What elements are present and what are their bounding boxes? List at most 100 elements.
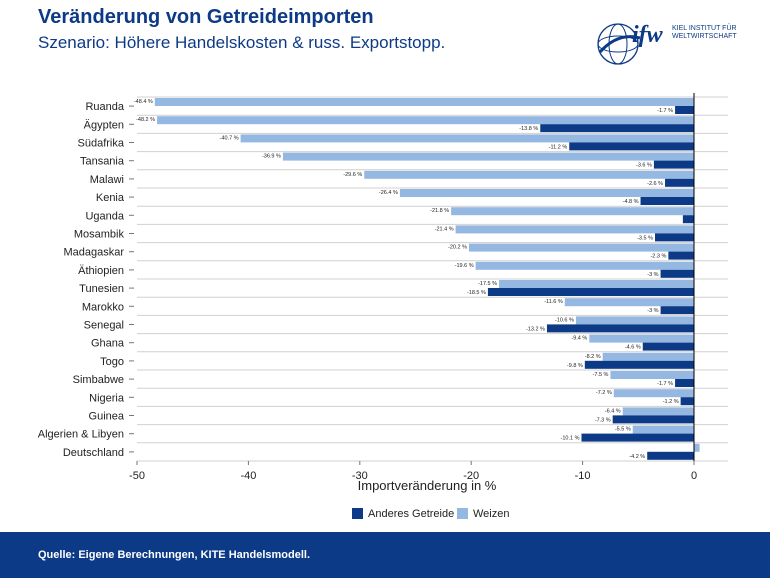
x-axis-label: Importveränderung in %: [358, 478, 497, 493]
category-label: Togo: [100, 356, 124, 368]
legend-swatch-anderes: [352, 508, 363, 519]
x-tick-label: 0: [691, 470, 697, 482]
category-label: Südafrika: [78, 138, 125, 150]
bar-weizen: [575, 316, 694, 325]
data-label-weizen: -26.4 %: [379, 190, 398, 196]
category-label: Kenia: [96, 192, 125, 204]
legend-swatch-weizen: [457, 508, 468, 519]
data-label-weizen: -48.2 %: [136, 117, 155, 123]
bar-anderes-getreide: [569, 142, 694, 151]
logo-line1: KIEL INSTITUT FÜR: [672, 24, 737, 32]
category-label: Guinea: [89, 411, 125, 423]
bar-weizen: [154, 98, 695, 106]
category-label: Tansania: [80, 156, 125, 168]
bar-anderes-getreide: [655, 233, 694, 242]
category-label: Ghana: [91, 338, 125, 350]
data-label-anderes-getreide: -3.5 %: [637, 235, 653, 241]
bar-anderes-getreide: [653, 160, 694, 169]
bar-weizen: [610, 371, 694, 379]
data-label-weizen: -7.2 %: [596, 390, 612, 396]
data-label-anderes-getreide: -11.2 %: [549, 144, 568, 150]
bar-weizen: [282, 152, 694, 161]
logo-line2: WELTWIRTSCHAFT: [672, 33, 737, 40]
bar-anderes-getreide: [675, 379, 694, 387]
data-label-weizen: -11.6 %: [544, 299, 563, 305]
bar-anderes-getreide: [612, 415, 694, 424]
category-label: Deutschland: [63, 447, 124, 459]
bar-weizen: [399, 189, 694, 197]
page-subtitle: Szenario: Höhere Handelskosten & russ. E…: [38, 33, 446, 52]
data-label-anderes-getreide: -4.6 %: [625, 345, 641, 351]
data-label-weizen: -48.4 %: [134, 99, 153, 105]
footer-bar: Quelle: Eigene Berechnungen, KITE Handel…: [0, 532, 770, 578]
x-tick-label: -10: [575, 470, 591, 482]
data-label-weizen: -40.7 %: [220, 135, 239, 141]
category-label: Nigeria: [89, 392, 125, 404]
bar-anderes-getreide: [665, 178, 694, 187]
data-label-anderes-getreide: -2.6 %: [647, 181, 663, 187]
bar-weizen: [613, 389, 694, 398]
data-label-anderes-getreide: -4.8 %: [623, 199, 639, 205]
bar-weizen: [455, 225, 694, 234]
data-label-weizen: -7.5 %: [593, 372, 609, 378]
category-label: Uganda: [85, 210, 124, 222]
x-tick-label: -40: [240, 470, 256, 482]
bar-anderes-getreide: [487, 288, 694, 296]
bar-weizen: [451, 207, 694, 216]
data-label-weizen: -19.6 %: [455, 263, 474, 269]
data-label-anderes-getreide: -7.3 %: [595, 417, 611, 423]
bar-weizen: [694, 443, 700, 452]
legend-label-anderes: Anderes Getreide: [368, 508, 454, 520]
bar-anderes-getreide: [584, 360, 694, 369]
bar-anderes-getreide: [546, 324, 694, 333]
bar-anderes-getreide: [675, 106, 694, 114]
category-label: Algerien & Libyen: [38, 429, 124, 441]
bar-weizen: [364, 170, 694, 179]
globe-icon: [597, 23, 641, 65]
data-label-weizen: -9.4 %: [571, 336, 587, 342]
bar-chart: -48.4 % -1.7 % -48.2 % -13.8 % -40.7 % -11.2 …: [38, 93, 728, 520]
bar-weizen: [468, 243, 694, 252]
data-label-weizen: -17.5 %: [478, 281, 497, 287]
bar-weizen: [564, 298, 694, 307]
grid-lines: [137, 96, 728, 462]
bar-anderes-getreide: [581, 433, 694, 442]
bar-weizen: [622, 407, 694, 416]
data-label-weizen: -6.4 %: [605, 408, 621, 414]
data-label-anderes-getreide: -3.6 %: [636, 163, 652, 169]
category-labels: Ruanda Ägypten Südafrika Tansania Malawi Keni…: [38, 101, 134, 459]
category-label: Madagaskar: [63, 247, 124, 259]
bar-anderes-getreide: [680, 397, 694, 406]
data-label-anderes-getreide: -18.5 %: [467, 290, 486, 296]
bar-weizen: [157, 116, 694, 125]
category-label: Mosambik: [74, 229, 125, 241]
bar-weizen: [589, 334, 694, 343]
category-label: Ruanda: [85, 101, 124, 113]
data-label-anderes-getreide: -13.8 %: [519, 126, 538, 132]
x-tick-label: -30: [352, 470, 368, 482]
data-label-weizen: -36.9 %: [262, 154, 281, 160]
category-label: Senegal: [84, 320, 124, 332]
x-tick-label: -20: [463, 470, 479, 482]
bar-anderes-getreide: [647, 451, 694, 460]
category-label: Malawi: [90, 174, 124, 186]
bar-weizen: [240, 134, 695, 143]
data-label-anderes-getreide: -3 %: [647, 308, 658, 314]
data-label-anderes-getreide: -1.2 %: [663, 399, 679, 405]
category-label: Simbabwe: [73, 374, 124, 386]
data-label-anderes-getreide: -3 %: [647, 272, 658, 278]
data-label-weizen: -20.2 %: [448, 245, 467, 251]
data-label-anderes-getreide: -4.2 %: [629, 454, 645, 460]
data-label-weizen: -8.2 %: [585, 354, 601, 360]
bar-weizen: [499, 280, 694, 288]
legend: Anderes Getreide Weizen: [352, 508, 509, 520]
data-labels: -48.4 % -1.7 % -48.2 % -13.8 % -40.7 % -11.2 …: [134, 99, 679, 460]
bar-anderes-getreide: [660, 306, 694, 315]
data-label-anderes-getreide: -10.1 %: [561, 436, 580, 442]
bar-anderes-getreide: [640, 197, 694, 205]
category-label: Ägypten: [84, 119, 124, 131]
data-label-anderes-getreide: -9.8 %: [567, 363, 583, 369]
data-label-anderes-getreide: -13.2 %: [526, 326, 545, 332]
data-label-anderes-getreide: -1.7 %: [657, 381, 673, 387]
logo-mark: ifw: [632, 22, 664, 48]
